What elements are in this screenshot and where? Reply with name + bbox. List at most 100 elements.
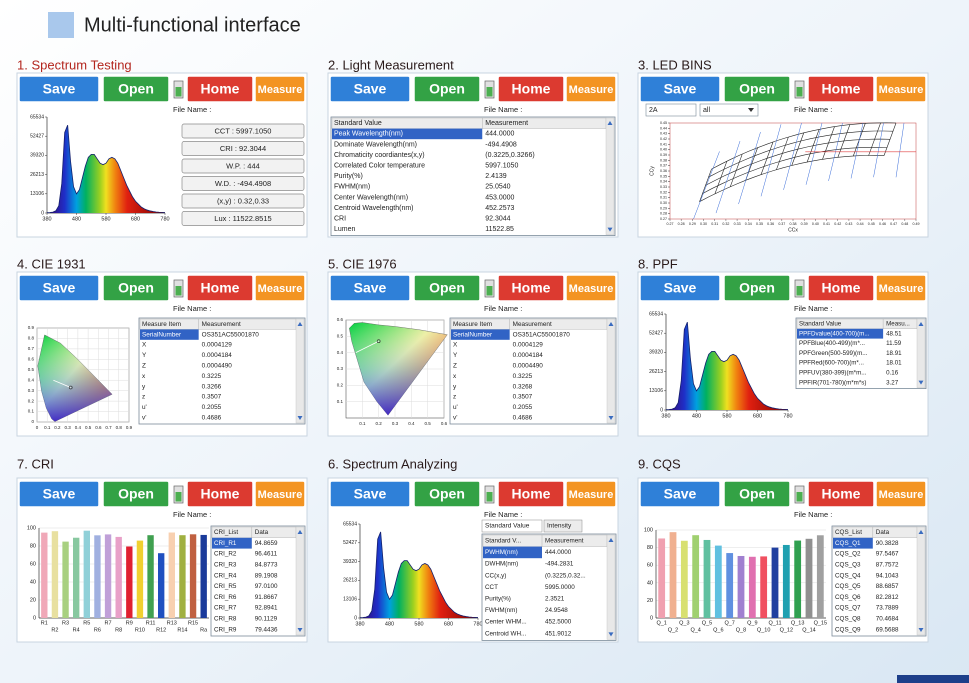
table-cell: 70.4684 [876,615,899,622]
button[interactable] [807,274,875,302]
spectrum-area [47,125,165,213]
table-cell: y [142,383,146,390]
button[interactable] [254,274,306,302]
button[interactable] [329,75,411,103]
x-tick-label: 0.43 [845,222,852,226]
x-tick-label: 780 [473,621,482,627]
input[interactable] [645,103,697,117]
scrollbar[interactable] [295,526,305,636]
button[interactable] [18,480,100,508]
button[interactable] [186,480,254,508]
button[interactable] [807,480,875,508]
y-tick-label: 0.41 [660,142,667,146]
button[interactable] [254,480,306,508]
scrollbar[interactable] [606,318,616,424]
table-cell: 73.7889 [876,605,899,612]
selected-cell [332,128,483,140]
table-cell: X [453,342,458,349]
battery-level [796,87,803,97]
button[interactable] [186,75,254,103]
table-cell: (0.3225,0.3266) [485,152,534,159]
plot-area [669,122,917,220]
table-cell: CRI_R2 [214,551,237,558]
button[interactable] [102,274,170,302]
button[interactable] [875,274,927,302]
x-tick-label: R5 [83,620,90,626]
y-tick-label: 0.34 [660,180,667,184]
button[interactable] [186,274,254,302]
x-tick-label: Q_8 [736,627,746,633]
button[interactable] [413,480,481,508]
button[interactable] [413,274,481,302]
tab-label: Intensity [547,523,572,530]
table-cell: 11.59 [886,340,902,347]
button[interactable] [639,75,721,103]
button[interactable] [497,75,565,103]
scrollbar[interactable] [605,117,615,235]
button[interactable] [875,75,927,103]
table-cell: CRI_R6 [214,594,237,601]
table-cell: PPFIR(701-780)(m*m*s) [799,379,866,386]
button-label: Save [43,81,76,97]
x-tick-label: 680 [753,413,762,419]
select[interactable] [699,103,759,117]
column-header: CQS_List [835,529,862,536]
scroll-down [297,628,303,632]
button[interactable] [413,75,481,103]
table-cell: 0.0004184 [202,352,233,359]
table-cell: CQS_Q3 [835,561,861,568]
button[interactable] [497,274,565,302]
button[interactable] [102,75,170,103]
x-tick-label: 0.39 [801,222,808,226]
button[interactable] [639,274,721,302]
button[interactable] [639,480,721,508]
button[interactable] [18,75,100,103]
selected-cell [140,329,199,340]
y-tick-label: 0.29 [660,206,667,210]
y-tick-label: 0.2 [28,398,35,403]
spectrum-line [46,124,166,214]
button-label: Measure [879,84,924,96]
scrollbar[interactable] [606,534,616,640]
x-tick-label: 0.29 [689,222,696,226]
readout-box [181,141,305,156]
bar [104,534,112,618]
button[interactable] [875,480,927,508]
table-cell: 0.3268 [513,383,533,390]
scrollbar[interactable] [916,526,926,636]
x-tick-label: R11 [146,620,156,626]
button-label: Measure [258,84,303,96]
button[interactable] [723,274,791,302]
table-cell: CQS_Q5 [835,583,861,590]
button[interactable] [18,274,100,302]
button[interactable] [102,480,170,508]
button[interactable] [565,480,617,508]
scrollbar[interactable] [295,318,305,424]
tab[interactable] [543,519,583,533]
x-tick-label: 380 [661,413,670,419]
y-tick-label: 0 [650,615,653,621]
button[interactable] [723,480,791,508]
button[interactable] [565,274,617,302]
tab[interactable] [481,519,543,533]
locus-line [53,379,71,388]
table-cell: 0.2055 [202,404,222,411]
table-cell: X [142,342,147,349]
button[interactable] [329,274,411,302]
button[interactable] [497,480,565,508]
table-cell: CQS_Q2 [835,551,861,558]
button-label: Save [354,280,387,296]
button[interactable] [254,75,306,103]
button[interactable] [807,75,875,103]
bin-edge [714,161,728,194]
y-tick-label: 0.1 [337,399,344,404]
x-tick-label: R12 [156,627,166,633]
x-tick-label: 0.6 [441,421,448,426]
scrollbar[interactable] [916,318,926,388]
table-cell: CQS_Q8 [835,615,861,622]
table-cell: 0.3225 [202,373,222,380]
button[interactable] [329,480,411,508]
button[interactable] [565,75,617,103]
button-label: Home [822,280,861,296]
button[interactable] [723,75,791,103]
